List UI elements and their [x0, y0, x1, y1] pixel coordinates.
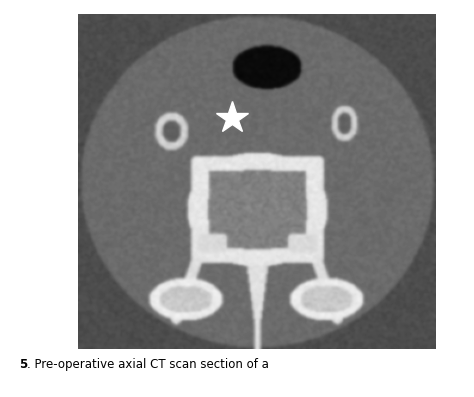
Text: . Pre-operative axial CT scan section of a: . Pre-operative axial CT scan section of… [27, 358, 269, 371]
Text: 5: 5 [19, 358, 27, 371]
